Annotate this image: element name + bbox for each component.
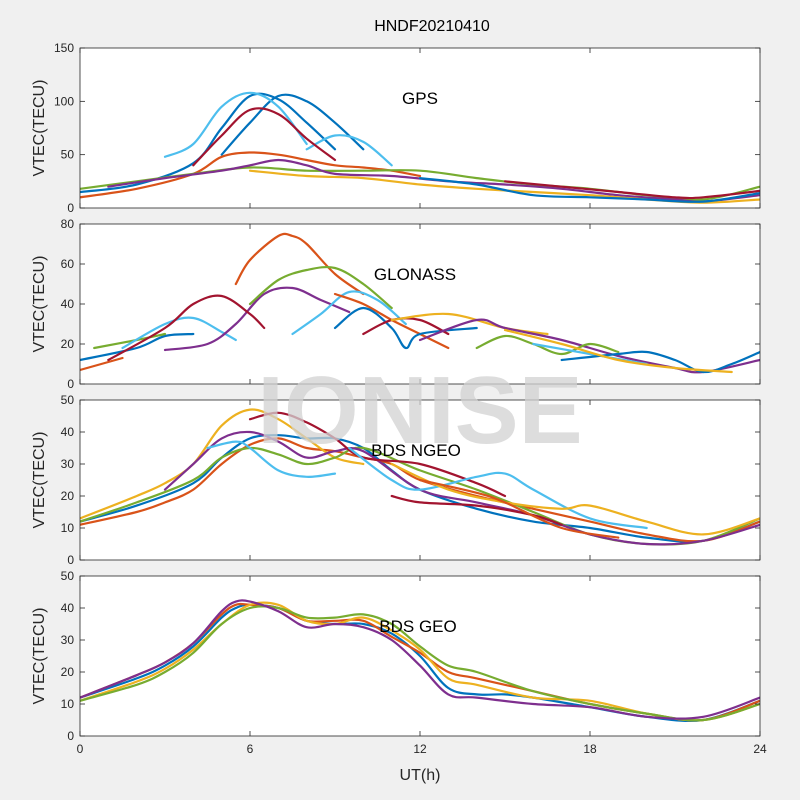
series-line-1-1 xyxy=(80,356,124,372)
series-line-2-8 xyxy=(390,462,760,536)
series-line-0-1 xyxy=(220,93,365,156)
y-tick-label-2-4: 40 xyxy=(61,425,75,439)
series-line-0-5 xyxy=(80,151,422,199)
figure-title: HNDF20210410 xyxy=(374,18,490,35)
y-tick-label-3-3: 30 xyxy=(61,633,75,647)
series-line-1-6 xyxy=(234,232,365,296)
x-tick-label-2: 12 xyxy=(413,742,427,756)
watermark-text: IONISE xyxy=(257,357,582,464)
series-line-1-3 xyxy=(121,316,237,350)
series-line-0-0 xyxy=(80,92,337,194)
panel-label-3: BDS GEO xyxy=(379,617,456,636)
y-tick-label-0-1: 50 xyxy=(61,148,75,162)
y-tick-label-2-2: 20 xyxy=(61,489,75,503)
y-tick-label-1-3: 60 xyxy=(61,257,75,271)
series-line-1-10 xyxy=(333,306,478,350)
series-line-1-8 xyxy=(291,290,407,336)
y-tick-label-2-5: 50 xyxy=(61,393,75,407)
series-line-2-7 xyxy=(348,446,648,530)
series-line-1-14 xyxy=(475,334,620,356)
y-tick-label-1-2: 40 xyxy=(61,297,75,311)
x-tick-label-0: 0 xyxy=(77,742,84,756)
panel-label-1: GLONASS xyxy=(374,265,456,284)
series-line-3-3 xyxy=(80,605,760,722)
x-axis-label: UT(h) xyxy=(400,767,441,784)
y-tick-label-0-3: 150 xyxy=(54,41,74,55)
plot-area-0 xyxy=(80,48,760,208)
series-line-2-1 xyxy=(80,437,760,543)
panel-2: 0 10 20 30 40 50 VTEC(TECU) BDS NGEO xyxy=(31,393,761,567)
x-tick-label-4: 24 xyxy=(753,742,767,756)
y-axis-label-2: VTEC(TECU) xyxy=(31,432,48,529)
series-line-1-0 xyxy=(80,332,195,362)
series-line-2-9 xyxy=(390,494,563,526)
series-line-0-3 xyxy=(305,134,393,167)
y-tick-label-3-0: 0 xyxy=(67,729,74,743)
series-line-0-7 xyxy=(107,158,760,203)
series-line-1-16 xyxy=(560,350,760,374)
series-line-1-5 xyxy=(107,294,266,362)
y-tick-label-2-0: 0 xyxy=(67,553,74,567)
y-tick-label-2-1: 10 xyxy=(61,521,75,535)
series-line-1-4 xyxy=(163,286,351,352)
series-group-0 xyxy=(80,91,760,204)
series-line-2-2 xyxy=(80,408,365,520)
y-tick-label-3-2: 20 xyxy=(61,665,75,679)
y-tick-label-0-2: 100 xyxy=(54,94,74,108)
series-line-2-5 xyxy=(248,411,507,498)
panel-label-0: GPS xyxy=(402,89,438,108)
series-line-2-10 xyxy=(418,478,620,539)
y-tick-label-3-4: 40 xyxy=(61,601,75,615)
panel-label-2: BDS NGEO xyxy=(371,441,461,460)
series-line-0-9 xyxy=(418,177,760,203)
y-axis-label-3: VTEC(TECU) xyxy=(31,608,48,705)
y-tick-label-3-1: 10 xyxy=(61,697,75,711)
panel-1: 0 20 40 60 80 VTEC(TECU) GLONASS xyxy=(31,217,761,391)
y-tick-label-3-5: 50 xyxy=(61,569,75,583)
y-axis-label-1: VTEC(TECU) xyxy=(31,256,48,353)
series-line-2-4 xyxy=(163,430,760,546)
series-line-3-0 xyxy=(80,603,760,723)
series-line-0-4 xyxy=(192,107,337,167)
x-tick-label-1: 6 xyxy=(247,742,254,756)
series-group-1 xyxy=(80,232,760,374)
series-group-3 xyxy=(80,599,760,723)
y-tick-label-0-0: 0 xyxy=(67,201,74,215)
series-group-2 xyxy=(80,408,760,546)
series-line-0-10 xyxy=(503,180,760,200)
series-line-0-2 xyxy=(163,91,308,158)
series-line-3-4 xyxy=(80,599,760,720)
panel-0: 0 50 100 150 VTEC(TECU) GPS xyxy=(31,41,761,215)
series-line-2-6 xyxy=(206,440,337,478)
y-tick-label-2-3: 30 xyxy=(61,457,75,471)
panel-3: 0 10 20 30 40 50 0 6 12 18 24 VTEC(TECU) BDS GEO xyxy=(31,569,767,756)
series-line-1-17 xyxy=(503,328,733,374)
y-tick-label-1-1: 20 xyxy=(61,337,75,351)
y-tick-label-1-0: 0 xyxy=(67,377,74,391)
y-tick-label-1-4: 80 xyxy=(61,217,75,231)
y-axis-label-0: VTEC(TECU) xyxy=(31,80,48,177)
x-tick-label-3: 18 xyxy=(583,742,597,756)
series-line-1-7 xyxy=(248,265,393,310)
series-line-3-2 xyxy=(80,601,760,722)
